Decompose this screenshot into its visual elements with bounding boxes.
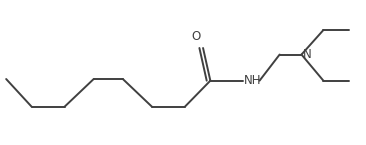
Text: O: O — [191, 30, 201, 43]
Text: NH: NH — [244, 74, 262, 87]
Text: N: N — [303, 48, 311, 61]
